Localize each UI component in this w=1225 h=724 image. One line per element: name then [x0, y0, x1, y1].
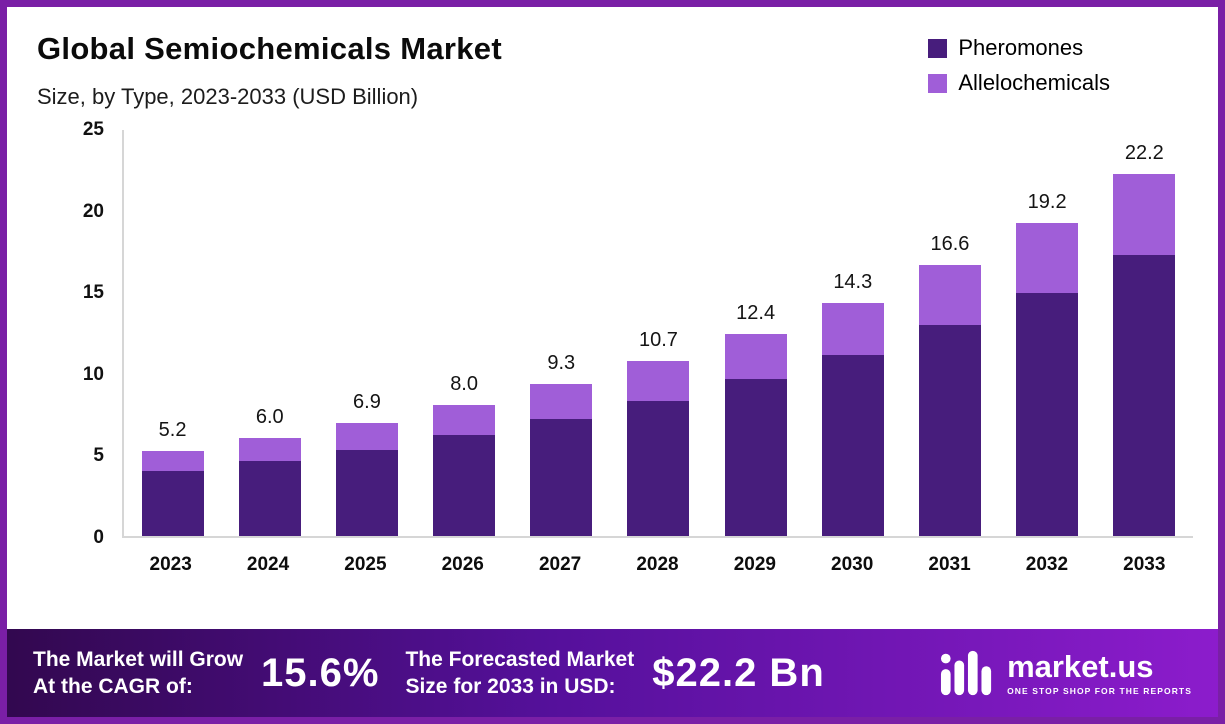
x-axis-label: 2028 [636, 554, 679, 575]
forecast-label-line1: The Forecasted Market [405, 647, 635, 671]
x-axis-label: 2027 [538, 554, 582, 575]
market-us-logo-icon [941, 650, 992, 696]
cagr-label-line1: The Market will Grow [33, 647, 244, 671]
bar-total-label: 10.7 [638, 329, 678, 352]
bar-segment-allelochemicals [724, 333, 787, 380]
bar-group: 14.3 [821, 270, 884, 536]
y-axis-tick-label: 15 [82, 282, 104, 304]
bar-segment-pheromones [433, 434, 496, 536]
y-axis-tick-label: 0 [93, 527, 104, 548]
bar-group: 19.2 [1016, 190, 1079, 536]
bar-total-label: 19.2 [1027, 190, 1067, 213]
x-axis-label: 2025 [344, 554, 387, 575]
chart-subtitle: Size, by Type, 2023-2033 (USD Billion) [37, 84, 419, 109]
legend-label-pheromones: Pheromones [958, 35, 1084, 60]
bar-segment-pheromones [1113, 255, 1176, 536]
bar-group: 5.2 [141, 419, 204, 536]
legend-item-allelochemicals: Allelochemicals [928, 70, 1110, 96]
x-axis-label: 2026 [441, 554, 484, 575]
bar-total-label: 22.2 [1124, 141, 1164, 164]
bar-segment-allelochemicals [1016, 222, 1079, 293]
chart-legend: Pheromones Allelochemicals [928, 31, 1188, 96]
bar-total-label: 6.0 [255, 406, 284, 429]
x-axis-label: 2031 [928, 554, 971, 575]
forecast-value: $22.2 Bn [652, 650, 825, 695]
legend-swatch-allelochemicals [928, 73, 948, 93]
x-axis-label: 2023 [149, 554, 192, 575]
bar-segment-allelochemicals [335, 423, 398, 450]
bar-segment-allelochemicals [627, 361, 690, 401]
bar-segment-pheromones [1016, 292, 1079, 536]
bar-segment-pheromones [335, 449, 398, 536]
y-axis-tick-label: 10 [82, 363, 104, 385]
bar-group: 6.9 [335, 391, 398, 536]
bar-segment-pheromones [141, 470, 204, 536]
legend-swatch-pheromones [928, 38, 948, 58]
bar-total-label: 12.4 [736, 301, 776, 324]
cagr-label-line2: At the CAGR of: [33, 675, 193, 698]
brand-text: market.us ONE STOP SHOP FOR THE REPORTS [1007, 651, 1192, 696]
y-axis-tick-label: 25 [82, 119, 104, 140]
bar-group: 12.4 [724, 301, 787, 536]
x-axis-label: 2024 [246, 554, 290, 575]
bar-total-label: 5.2 [158, 419, 187, 442]
bar-total-label: 6.9 [353, 391, 381, 414]
legend-label-allelochemicals: Allelochemicals [958, 70, 1110, 95]
y-axis-tick-label: 20 [82, 200, 104, 222]
bar-total-label: 9.3 [547, 352, 576, 375]
y-axis-tick-label: 5 [93, 445, 104, 467]
bar-segment-allelochemicals [821, 302, 884, 355]
bar-group: 8.0 [433, 373, 496, 536]
cagr-value: 15.6% [261, 650, 380, 695]
bar-group: 22.2 [1113, 141, 1176, 536]
title-block: Global Semiochemicals Market Size, by Ty… [37, 31, 502, 110]
x-axis-label: 2029 [733, 554, 776, 575]
bar-group: 16.6 [918, 233, 981, 536]
bar-segment-pheromones [918, 325, 981, 536]
bar-segment-allelochemicals [238, 438, 301, 461]
bar-segment-pheromones [821, 354, 884, 536]
bar-group: 6.0 [238, 406, 301, 536]
x-axis-label: 2032 [1025, 554, 1069, 575]
plot: 5.2 6.0 6.9 8.0 9.3 10.7 12.4 14.3 16.6 19.2 22.2 [122, 130, 1193, 538]
bar-segment-pheromones [627, 400, 690, 536]
forecast-label: The Forecasted Market Size for 2033 in U… [405, 646, 634, 701]
bar-segment-pheromones [238, 460, 301, 536]
x-axis-label: 2033 [1123, 554, 1166, 575]
bar-group: 10.7 [627, 329, 690, 536]
x-axis-labels: 2023 2024 2025 2026 2027 2028 2029 2030 2031 2032… [122, 554, 1193, 576]
cagr-label: The Market will Grow At the CAGR of: [33, 646, 243, 701]
brand: market.us ONE STOP SHOP FOR THE REPORTS [940, 650, 1192, 696]
bar-segment-pheromones [724, 379, 787, 536]
legend-item-pheromones: Pheromones [928, 35, 1110, 61]
chart-header: Global Semiochemicals Market Size, by Ty… [7, 7, 1218, 114]
bar-group: 9.3 [530, 352, 593, 536]
footer-banner: The Market will Grow At the CAGR of: 15.… [7, 629, 1218, 717]
x-axis-label: 2030 [831, 554, 874, 575]
bar-segment-allelochemicals [433, 405, 496, 435]
bar-segment-allelochemicals [918, 265, 981, 326]
page-title: Global Semiochemicals Market [37, 31, 502, 66]
chart-area: 0 5 10 15 20 25 5.2 6.0 6.9 8.0 9.3 10.7 12.4 14.3 16… [7, 114, 1218, 629]
forecast-label-line2: Size for 2033 in USD: [405, 675, 616, 698]
bar-total-label: 16.6 [930, 233, 970, 256]
bar-segment-allelochemicals [530, 384, 593, 419]
bar-total-label: 8.0 [450, 373, 478, 396]
bar-total-label: 14.3 [833, 270, 873, 293]
bar-segment-allelochemicals [141, 451, 204, 471]
plot-bars: 5.2 6.0 6.9 8.0 9.3 10.7 12.4 14.3 16.6 19.2 22.2 [124, 130, 1193, 536]
bar-segment-allelochemicals [1113, 173, 1176, 256]
y-axis: 0 5 10 15 20 25 [37, 119, 122, 548]
bar-segment-pheromones [530, 418, 593, 536]
brand-name: market.us [1007, 648, 1154, 684]
brand-tagline: ONE STOP SHOP FOR THE REPORTS [1007, 685, 1192, 696]
chart-body: 0 5 10 15 20 25 5.2 6.0 6.9 8.0 9.3 10.7 12.4 14.3 16… [37, 119, 1193, 548]
